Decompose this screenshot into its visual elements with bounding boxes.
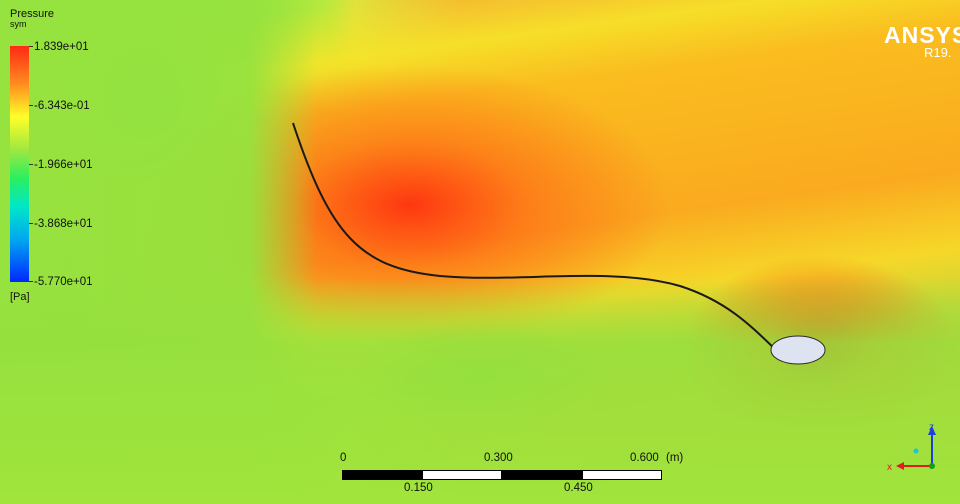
legend-tick bbox=[29, 164, 33, 165]
cylinder bbox=[770, 335, 826, 365]
axis-triad: z x bbox=[880, 418, 950, 478]
scale-unit: (m) bbox=[666, 452, 684, 464]
version-label: R19. bbox=[924, 45, 952, 60]
legend-title: Pressure bbox=[10, 8, 55, 20]
legend-tick bbox=[29, 223, 33, 224]
legend-label: -3.868e+01 bbox=[34, 218, 93, 230]
curved-wall bbox=[292, 122, 783, 357]
scale-label: 0.150 bbox=[404, 482, 433, 494]
scale-label: 0.300 bbox=[484, 452, 513, 464]
triad-z-label: z bbox=[929, 422, 934, 433]
scale-segment bbox=[422, 470, 502, 480]
legend-label-max: 1.839e+01 bbox=[34, 41, 89, 53]
scale-segment bbox=[342, 470, 422, 480]
legend-unit: [Pa] bbox=[10, 291, 30, 303]
ansys-logo: ANSYS bbox=[884, 22, 960, 48]
triad-x-label: x bbox=[887, 462, 892, 473]
legend-colorbar bbox=[10, 46, 29, 282]
legend-tick bbox=[29, 105, 33, 106]
scale-label: 0 bbox=[340, 452, 347, 464]
scale-segment bbox=[582, 470, 662, 480]
legend-tick bbox=[29, 46, 33, 47]
legend-label: -6.343e-01 bbox=[34, 100, 90, 112]
triad-graphic: z x bbox=[887, 422, 936, 473]
legend-tick bbox=[29, 281, 33, 282]
scale-label: 0.600 bbox=[630, 452, 659, 464]
scale-segment bbox=[502, 470, 582, 480]
scale-bar: 0 0.300 0.600 (m) 0.150 0.450 bbox=[340, 452, 683, 496]
legend-label-min: -5.770e+01 bbox=[34, 276, 93, 288]
scale-label: 0.450 bbox=[564, 482, 593, 494]
legend-label: -1.966e+01 bbox=[34, 159, 93, 171]
legend-subtitle: sym bbox=[10, 19, 27, 29]
color-legend: Pressure sym 1.839e+01 -6.343e-01 -1.966… bbox=[8, 8, 148, 308]
